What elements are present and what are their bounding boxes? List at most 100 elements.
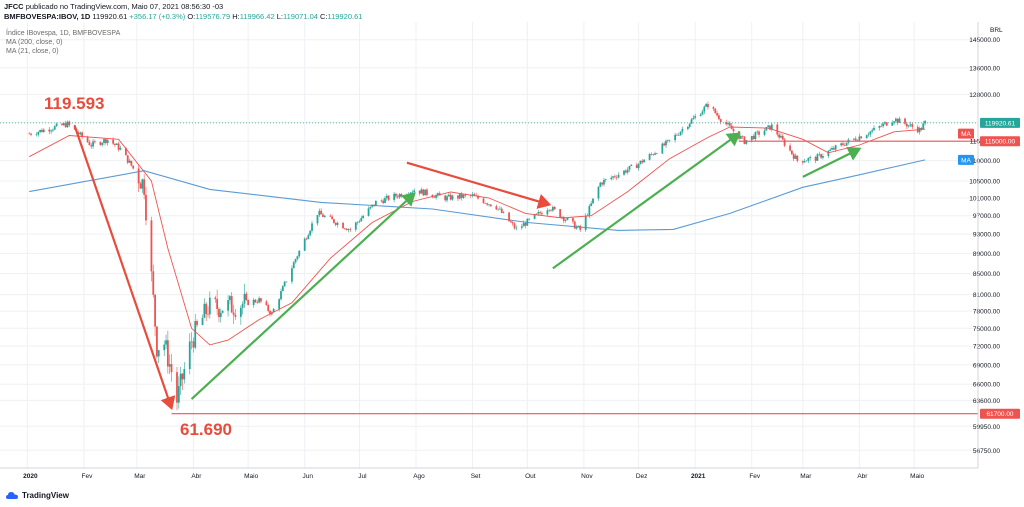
candle <box>373 204 375 206</box>
candle <box>809 157 812 159</box>
legend-ma21[interactable]: MA (21, close, 0) <box>6 48 59 55</box>
candle <box>707 104 709 108</box>
candle <box>318 210 321 216</box>
candle <box>311 223 313 231</box>
candle <box>307 235 310 240</box>
candle <box>114 143 116 145</box>
candle <box>241 303 244 308</box>
candle <box>316 215 319 224</box>
candle <box>163 344 166 351</box>
candle <box>285 281 288 283</box>
candle <box>546 210 549 215</box>
high-label: H: <box>232 12 240 21</box>
candle <box>905 123 908 127</box>
crash-arrow[interactable] <box>73 125 176 411</box>
candle <box>911 124 914 127</box>
y-tick-label: 101000.00 <box>969 196 1000 203</box>
candle <box>834 145 837 150</box>
price-labels-layer: 119920.61 MA 115000.00 MA 61700.00 <box>958 117 1020 419</box>
candle <box>157 350 160 357</box>
candle <box>139 183 142 189</box>
candle <box>794 155 797 159</box>
candle <box>81 132 84 137</box>
candle <box>665 140 667 146</box>
candle <box>145 194 147 221</box>
y-tick-label: 93000.00 <box>973 232 1000 239</box>
candle <box>303 238 306 251</box>
y-tick-label: 66000.00 <box>973 382 1000 389</box>
candle <box>750 135 753 141</box>
candle <box>562 216 565 221</box>
candle <box>741 136 744 137</box>
candle <box>484 203 487 204</box>
candle <box>739 136 742 139</box>
correction-arrow[interactable] <box>406 161 552 209</box>
candle <box>323 215 326 217</box>
candle <box>196 321 198 325</box>
candle <box>714 108 717 114</box>
publish-info: JFCC publicado no TradingView.com, Maio … <box>4 2 223 11</box>
candle <box>437 193 439 196</box>
candle <box>650 154 653 155</box>
candle <box>207 314 209 315</box>
candle <box>130 160 133 166</box>
candle <box>384 198 386 204</box>
y-tick-label: 75000.00 <box>973 326 1000 333</box>
tradingview-logo[interactable]: TradingView <box>6 491 69 500</box>
candle <box>641 160 644 163</box>
candle <box>188 341 191 370</box>
candle <box>566 218 569 220</box>
legend-ma200[interactable]: MA (200, close, 0) <box>6 39 63 46</box>
ma21-layer <box>28 126 926 346</box>
currency-label: BRL <box>990 27 1003 34</box>
candle <box>208 297 211 315</box>
second-rally-arrow[interactable] <box>552 132 741 270</box>
candle <box>776 124 779 135</box>
x-tick-label: Fev <box>749 473 761 480</box>
candle <box>584 215 587 230</box>
candle <box>294 259 297 263</box>
candle <box>128 160 131 163</box>
candle <box>745 140 748 144</box>
ma200-layer <box>29 159 926 231</box>
candle <box>232 312 235 315</box>
candle <box>688 123 691 127</box>
candle <box>894 118 897 122</box>
candle <box>354 222 357 230</box>
candle <box>170 364 173 373</box>
candle <box>334 222 337 225</box>
candle <box>789 145 791 151</box>
recovery-arrow[interactable] <box>802 146 862 178</box>
candle <box>362 215 365 219</box>
candle <box>183 369 186 380</box>
candle <box>907 125 910 127</box>
candle <box>767 125 770 128</box>
candle <box>820 154 822 158</box>
candle <box>579 225 582 230</box>
x-tick-label: Fev <box>82 473 94 480</box>
candle <box>694 116 697 118</box>
candle <box>221 310 224 313</box>
candle <box>336 222 339 225</box>
candle <box>88 142 91 146</box>
candle <box>522 223 525 227</box>
candle <box>192 341 195 348</box>
candle <box>603 179 605 185</box>
candle <box>166 340 169 367</box>
candle <box>597 186 600 199</box>
candle <box>853 138 855 140</box>
candle <box>374 200 377 206</box>
candle <box>52 129 54 131</box>
close-value: 119920.61 <box>327 12 363 21</box>
rally-arrow[interactable] <box>190 192 416 400</box>
price-label-bg <box>980 408 1020 419</box>
candle <box>141 179 144 189</box>
candle <box>537 212 540 214</box>
candle <box>533 214 536 219</box>
candle <box>551 206 554 211</box>
candle <box>666 139 669 141</box>
x-tick-label: Maio <box>244 473 258 480</box>
candle <box>840 143 843 146</box>
candle <box>770 124 773 130</box>
